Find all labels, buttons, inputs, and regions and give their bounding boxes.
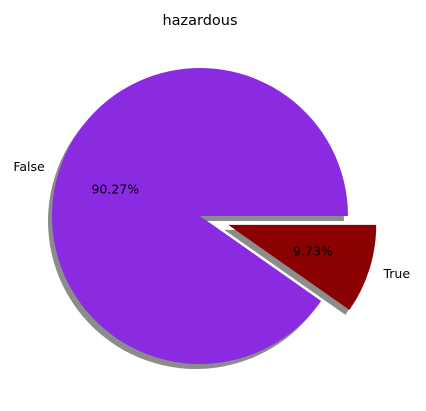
pie-slice-true	[228, 224, 377, 310]
pie-slice-false	[52, 68, 349, 364]
slice-pct-label-false: 90.27%	[91, 181, 139, 196]
slice-label-false: False	[13, 159, 45, 174]
pie-slice-layer	[52, 68, 377, 364]
chart-title: hazardous	[162, 13, 237, 29]
slice-label-true: True	[382, 266, 410, 281]
slice-pct-label-true: 9.73%	[293, 244, 333, 259]
pie-label-layer: False 90.27% True 9.73%	[13, 159, 410, 281]
